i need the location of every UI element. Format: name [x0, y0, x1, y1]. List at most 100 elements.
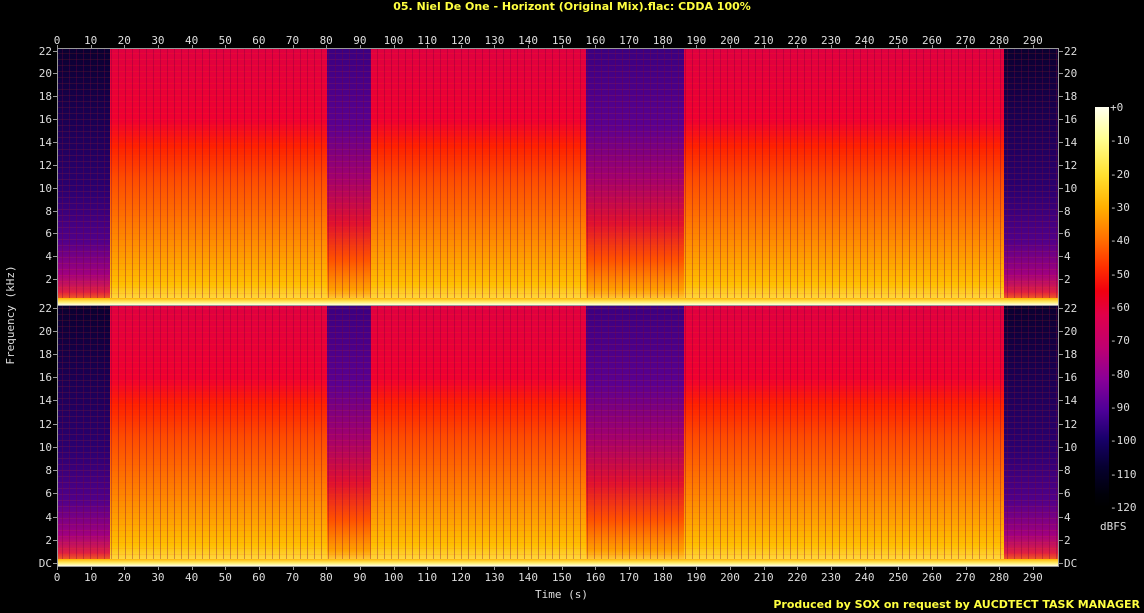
x-tick-label: 130	[484, 571, 505, 584]
y-tick-mark	[1059, 423, 1063, 425]
x-tick-mark	[696, 45, 698, 48]
y-tick-mark	[1059, 50, 1063, 52]
x-tick-mark	[830, 567, 832, 570]
x-tick-mark	[629, 567, 631, 570]
y-tick-mark	[53, 516, 57, 518]
y-tick-label: 6	[45, 227, 52, 241]
x-tick-label: 30	[151, 34, 165, 47]
y-tick-mark	[1059, 563, 1063, 564]
x-tick-mark	[292, 567, 294, 570]
y-tick-mark	[1059, 446, 1063, 448]
x-tick-mark	[763, 567, 765, 570]
x-tick-mark	[629, 45, 631, 48]
y-tick-mark	[53, 493, 57, 495]
x-tick-label: 200	[720, 34, 740, 47]
chart-title: 05. Niel De One - Horizont (Original Mix…	[393, 0, 751, 13]
spectrogram-segment	[683, 306, 1005, 566]
y-tick-mark	[1059, 142, 1063, 143]
y-tick-mark	[1059, 377, 1063, 379]
y-tick-mark	[53, 377, 57, 379]
y-tick-mark	[1059, 256, 1063, 258]
x-tick-label: 0	[53, 34, 61, 47]
colorbar-tick-label: -10	[1110, 134, 1130, 148]
y-tick-mark	[53, 96, 57, 98]
y-tick-mark	[53, 307, 57, 309]
spectrogram-segment	[1003, 306, 1058, 566]
colorbar-tick-label: -20	[1110, 167, 1130, 181]
x-tick-label: 110	[417, 571, 438, 584]
spectrogram-segment	[327, 49, 372, 305]
x-tick-mark	[90, 567, 92, 570]
x-tick-label: 280	[989, 34, 1010, 47]
y-tick-mark	[53, 354, 57, 356]
x-tick-label: 70	[285, 34, 300, 47]
y-tick-label: 12	[1064, 158, 1078, 172]
texture-vertical	[58, 306, 1058, 566]
x-tick-label: 260	[921, 571, 942, 584]
x-tick-mark	[326, 567, 328, 570]
y-tick-mark	[53, 563, 57, 564]
y-tick-mark	[53, 470, 57, 472]
x-tick-mark	[561, 45, 563, 48]
credit-text: Produced by SOX on request by AUCDTECT T…	[773, 598, 1140, 611]
y-tick-mark	[53, 187, 57, 189]
y-tick-label: 20	[38, 324, 52, 338]
y-tick-label: 18	[1064, 90, 1078, 104]
x-tick-mark	[393, 567, 395, 570]
y-tick-label: 10	[38, 440, 52, 454]
x-tick-label: 240	[854, 571, 875, 584]
x-tick-mark	[528, 567, 530, 570]
x-tick-mark	[797, 567, 799, 570]
colorbar-tick-label: -90	[1110, 401, 1130, 414]
x-tick-label: 170	[619, 571, 639, 584]
x-tick-label: 50	[218, 571, 232, 584]
x-tick-label: 10	[84, 571, 98, 584]
x-tick-label: 190	[686, 34, 707, 47]
y-tick-label: 22	[1064, 44, 1078, 58]
x-tick-label: 160	[585, 571, 606, 584]
x-tick-label: 180	[652, 34, 673, 47]
x-tick-mark	[696, 567, 698, 570]
x-tick-label: 10	[84, 34, 98, 47]
y-tick-mark	[1059, 73, 1063, 75]
x-tick-mark	[763, 45, 765, 48]
x-tick-label: 20	[117, 571, 131, 584]
y-tick-mark	[53, 423, 57, 425]
x-tick-mark	[730, 45, 731, 48]
x-tick-mark	[90, 45, 92, 48]
x-tick-label: 80	[319, 571, 333, 584]
x-tick-label: 130	[484, 34, 505, 47]
x-tick-mark	[797, 45, 799, 48]
x-tick-mark	[427, 45, 429, 48]
x-tick-label: 230	[821, 571, 841, 584]
x-tick-label: 210	[753, 34, 774, 47]
y-tick-label: 2	[1064, 273, 1071, 287]
x-tick-label: 40	[184, 571, 199, 584]
y-tick-mark	[53, 142, 57, 143]
y-tick-label: 16	[38, 113, 52, 127]
y-tick-label: 20	[38, 67, 52, 81]
y-tick-label: 10	[1064, 440, 1078, 454]
y-tick-mark	[53, 164, 57, 166]
x-tick-mark	[494, 567, 496, 570]
y-tick-label: 22	[38, 301, 52, 315]
colorbar-tick-label: +0	[1110, 101, 1124, 114]
y-tick-mark	[1059, 233, 1063, 235]
x-tick-label: 270	[955, 34, 976, 47]
x-tick-label: 250	[888, 571, 909, 584]
x-tick-label: 100	[383, 571, 404, 584]
x-tick-mark	[124, 567, 126, 570]
x-tick-mark	[124, 45, 126, 48]
x-tick-mark	[864, 45, 866, 48]
y-tick-label: 2	[45, 533, 52, 547]
colorbar-tick-label: -110	[1110, 467, 1137, 481]
y-tick-mark	[53, 256, 57, 258]
x-tick-mark	[292, 45, 294, 48]
x-tick-mark	[225, 567, 227, 570]
y-tick-label: 16	[38, 371, 52, 385]
colorbar-unit: dBFS	[1100, 520, 1127, 533]
x-tick-mark	[561, 567, 563, 570]
x-tick-mark	[157, 45, 159, 48]
x-tick-label: 210	[753, 571, 774, 584]
colorbar-tick-label: -40	[1110, 234, 1130, 248]
